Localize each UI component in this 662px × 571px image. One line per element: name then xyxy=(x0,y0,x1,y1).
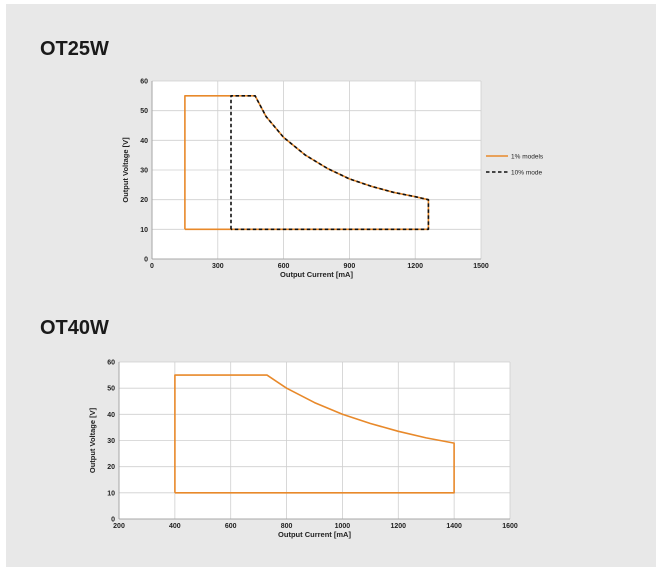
chart1-x-tick-label: 1500 xyxy=(473,263,489,270)
chart1-legend-label-2: 10% mode xyxy=(511,169,542,176)
chart1-y-tick-label: 50 xyxy=(140,108,148,115)
chart1-y-tick-label: 10 xyxy=(140,227,148,234)
chart1-x-tick-label: 0 xyxy=(150,263,154,270)
chart1-y-tick-label: 20 xyxy=(140,197,148,204)
chart2-x-tick-label: 200 xyxy=(113,523,125,530)
chart2-x-axis-label: Output Current [mA] xyxy=(278,530,351,539)
chart2-x-tick-label: 1600 xyxy=(502,523,518,530)
chart1-x-tick-label: 300 xyxy=(212,263,224,270)
chart2-x-tick-label: 400 xyxy=(169,523,181,530)
chart2-y-tick-label: 10 xyxy=(107,490,115,497)
chart2-y-axis-label: Output Voltage [V] xyxy=(88,407,97,473)
chart1-legend-label-1: 1% models xyxy=(511,153,544,160)
chart2-x-tick-label: 1000 xyxy=(335,523,351,530)
chart-title-ot40w: OT40W xyxy=(40,317,109,339)
chart2-y-tick-label: 40 xyxy=(107,412,115,419)
chart1-y-tick-label: 30 xyxy=(140,168,148,175)
chart2-x-tick-label: 600 xyxy=(225,523,237,530)
chart1-x-axis-label: Output Current [mA] xyxy=(280,270,353,279)
chart2-y-tick-label: 60 xyxy=(107,360,115,367)
chart2-x-tick-label: 800 xyxy=(281,523,293,530)
chart1-series-line-2 xyxy=(230,95,430,231)
chart1-y-tick-label: 60 xyxy=(140,79,148,86)
chart-title-ot25w: OT25W xyxy=(40,38,109,60)
chart1-x-tick-label: 600 xyxy=(278,263,290,270)
chart2-y-tick-label: 20 xyxy=(107,464,115,471)
chart1-x-tick-label: 900 xyxy=(344,263,356,270)
chart1-y-axis-label: Output Voltage [V] xyxy=(121,137,130,203)
chart2-y-tick-label: 0 xyxy=(111,517,115,524)
chart2-y-tick-label: 30 xyxy=(107,438,115,445)
chart1-y-tick-label: 0 xyxy=(144,257,148,264)
chart2-x-tick-label: 1400 xyxy=(446,523,462,530)
chart2-series-line-1 xyxy=(174,374,455,494)
chart2-y-tick-label: 50 xyxy=(107,386,115,393)
chart1-y-tick-label: 40 xyxy=(140,138,148,145)
chart2-x-tick-label: 1200 xyxy=(390,523,406,530)
chart1-x-tick-label: 1200 xyxy=(407,263,423,270)
